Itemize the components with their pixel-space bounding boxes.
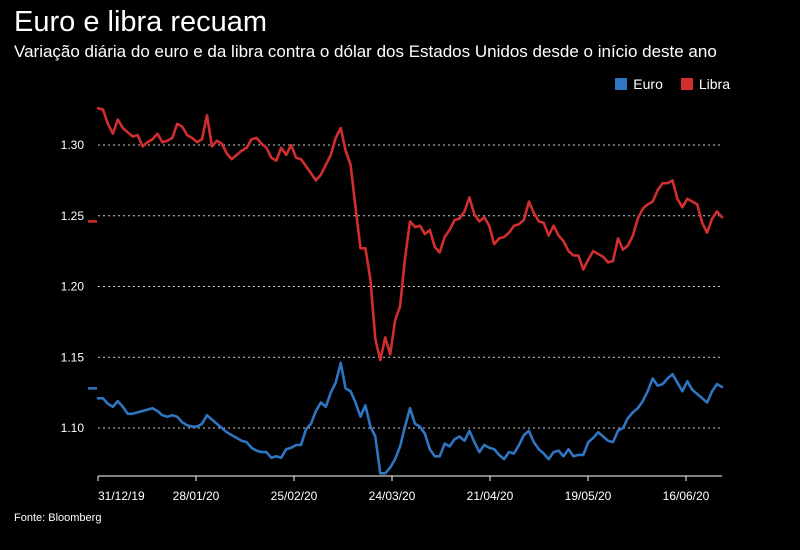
y-tick-label: 1.25 bbox=[61, 209, 85, 223]
x-tick-label: 25/02/20 bbox=[271, 489, 318, 503]
x-tick-label: 19/05/20 bbox=[565, 489, 612, 503]
x-tick-label: 21/04/20 bbox=[467, 489, 514, 503]
y-tick-label: 1.15 bbox=[61, 350, 85, 364]
legend-label-euro: Euro bbox=[633, 76, 663, 92]
y-tick-label: 1.20 bbox=[61, 280, 85, 294]
y-axis: 1.30 1.25 1.20 1.15 1.10 bbox=[61, 138, 85, 435]
chart-subtitle: Variação diária do euro e da libra contr… bbox=[14, 42, 717, 61]
x-tick-label: 16/06/20 bbox=[663, 489, 710, 503]
legend-label-libra: Libra bbox=[698, 76, 730, 92]
x-axis: 31/12/19 28/01/20 25/02/20 24/03/20 21/04/20… bbox=[97, 475, 722, 503]
series-line-euro bbox=[96, 361, 724, 475]
x-tick-label: 31/12/19 bbox=[98, 489, 145, 503]
chart-title: Euro e libra recuam bbox=[14, 6, 268, 38]
gridlines bbox=[98, 144, 722, 429]
legend-swatch-euro bbox=[615, 78, 628, 90]
y-tick-label: 1.10 bbox=[61, 421, 85, 435]
series-lines bbox=[96, 106, 724, 475]
source-note: Fonte: Bloomberg bbox=[14, 512, 102, 524]
series-line-libra bbox=[96, 106, 724, 362]
y-tick-label: 1.30 bbox=[61, 138, 85, 152]
legend-item-libra: Libra bbox=[680, 76, 730, 92]
start-markers bbox=[88, 220, 97, 390]
x-tick-label: 28/01/20 bbox=[173, 489, 220, 503]
legend: Euro Libra bbox=[615, 76, 730, 92]
legend-swatch-libra bbox=[680, 78, 693, 90]
legend-item-euro: Euro bbox=[615, 76, 663, 92]
x-tick-label: 24/03/20 bbox=[369, 489, 416, 503]
